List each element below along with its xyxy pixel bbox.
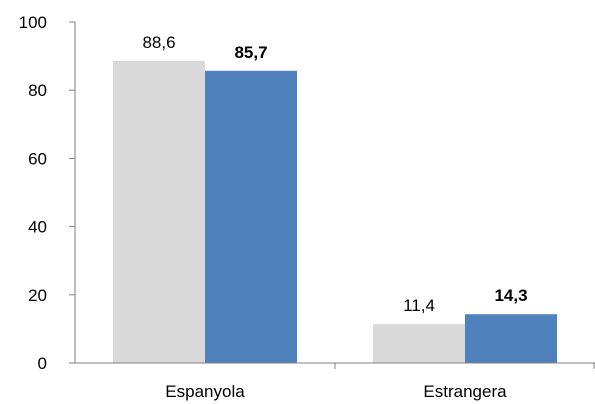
data-label-series1-estrangera: 11,4: [403, 296, 435, 315]
y-tick-label: 0: [38, 354, 47, 373]
labels-layer: 88,6 85,7 Espanyola 11,4 14,3 Estrangera 0 20 40…: [19, 13, 528, 401]
bar-series1-estrangera: [373, 324, 465, 363]
y-tick-label: 100: [19, 13, 47, 32]
y-tick-label: 60: [28, 149, 47, 168]
category-label-espanyola: Espanyola: [165, 382, 245, 401]
y-tick-label: 40: [28, 218, 47, 237]
bar-series1-espanyola: [113, 60, 205, 364]
bar-series2-estrangera: [465, 314, 557, 363]
y-tick-label: 20: [28, 286, 47, 305]
data-label-series2-estrangera: 14,3: [494, 286, 527, 305]
axes-layer: [69, 21, 595, 369]
bar-series2-espanyola: [205, 70, 297, 363]
data-label-series1-espanyola: 88,6: [142, 33, 175, 52]
bars-layer: [113, 60, 557, 364]
category-label-estrangera: Estrangera: [423, 382, 507, 401]
y-tick-label: 80: [28, 81, 47, 100]
data-label-series2-espanyola: 85,7: [234, 43, 267, 62]
